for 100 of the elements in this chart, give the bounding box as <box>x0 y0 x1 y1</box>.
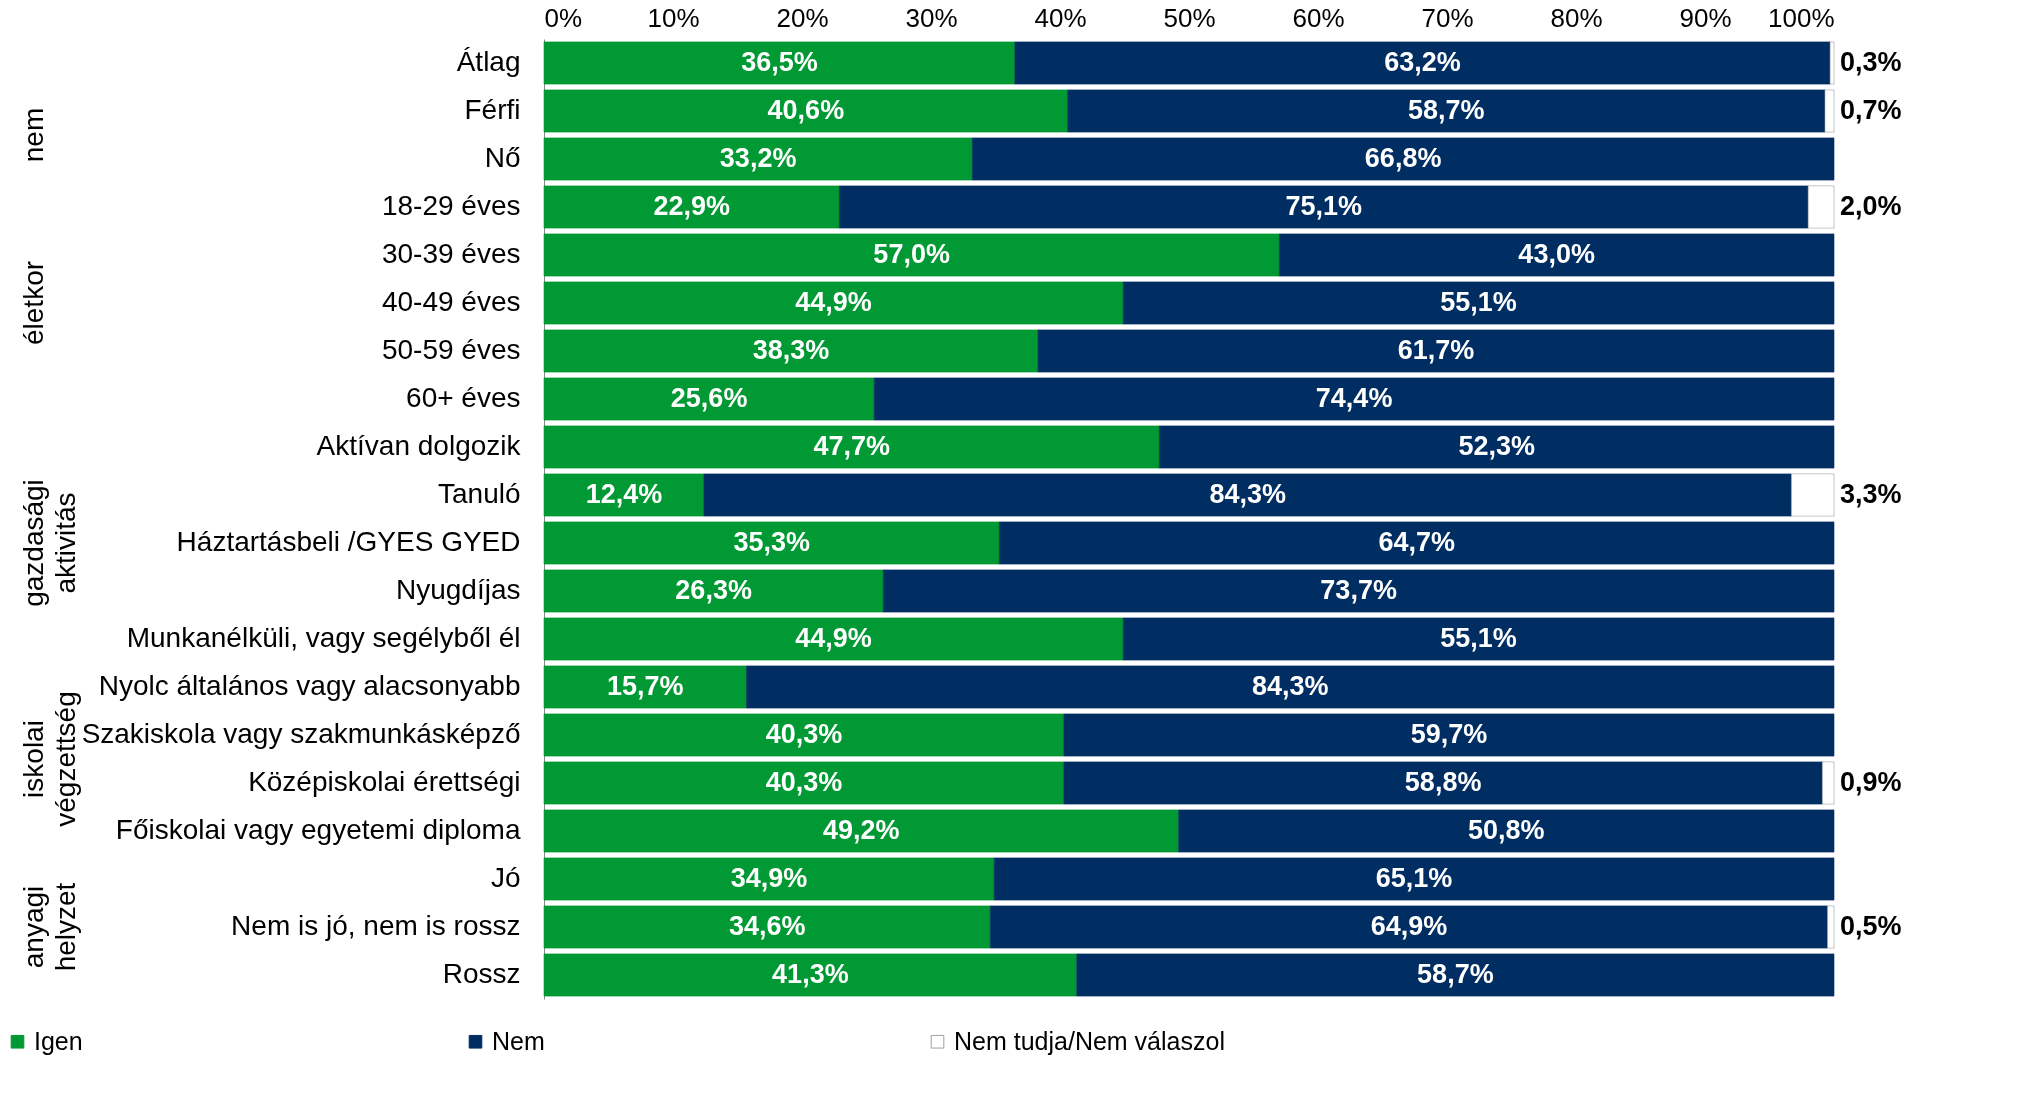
bar <box>543 425 1160 469</box>
x-tick-label: 100% <box>1768 2 1835 33</box>
data-label: 49,2% <box>823 815 900 845</box>
data-label: 36,5% <box>741 47 818 77</box>
data-label: 75,1% <box>1285 191 1363 221</box>
data-label: 25,6% <box>670 383 748 413</box>
data-label: 61,7% <box>1397 335 1475 365</box>
x-tick-label: 70% <box>1421 2 1474 33</box>
y-tick-label: Főiskolai vagy egyetemi diploma <box>115 814 521 845</box>
data-label: 44,9% <box>795 287 872 317</box>
y-tick-label: Nyugdíjas <box>395 574 521 605</box>
data-label: 12,4% <box>585 479 663 509</box>
bar <box>882 569 1835 613</box>
bar <box>1063 713 1835 757</box>
data-label: 64,7% <box>1378 527 1455 557</box>
bar <box>839 185 1809 229</box>
y-tick-label: Munkanélküli, vagy segélyből él <box>126 622 521 653</box>
data-label: 40,3% <box>765 719 843 749</box>
data-label: 52,3% <box>1458 431 1535 461</box>
bar <box>1063 761 1823 805</box>
bar <box>1829 41 1835 85</box>
data-label: 22,9% <box>653 191 730 221</box>
bar <box>1279 233 1835 277</box>
data-label: 58,7% <box>1417 959 1494 989</box>
bar <box>543 857 995 901</box>
bar <box>543 185 840 229</box>
x-tick-label: 10% <box>647 2 700 33</box>
y-tick-label: Nyolc általános vagy alacsonyabb <box>98 670 521 701</box>
bar <box>543 617 1124 661</box>
bar <box>543 41 1016 85</box>
data-label: 34,6% <box>728 911 806 941</box>
y-tick-label: Jó <box>490 862 521 893</box>
data-label: 44,9% <box>795 623 872 653</box>
bar <box>543 89 1069 133</box>
data-label: 57,0% <box>873 239 950 269</box>
data-label: 84,3% <box>1209 479 1286 509</box>
text: gazdasági aktivitás <box>18 479 81 607</box>
y-tick-label: Tanuló <box>437 478 521 509</box>
y-tick-label: Nő <box>484 142 521 173</box>
legend-label: Nem tudja/Nem válaszol <box>954 1026 1225 1055</box>
data-label: 3,3% <box>1840 479 1902 509</box>
bar <box>1122 617 1835 661</box>
data-label: 15,7% <box>606 671 684 701</box>
bar <box>1122 281 1835 325</box>
bar <box>543 137 973 181</box>
data-label: 65,1% <box>1375 863 1453 893</box>
bar <box>1824 89 1835 133</box>
bar <box>543 809 1179 853</box>
data-label: 59,7% <box>1410 719 1488 749</box>
text: anyagi helyzet <box>18 882 81 972</box>
bar <box>543 233 1280 277</box>
data-label: 50,8% <box>1468 815 1545 845</box>
bar <box>543 713 1065 757</box>
data-label: 55,1% <box>1440 287 1517 317</box>
bar <box>1037 329 1835 373</box>
data-label: 58,8% <box>1404 767 1482 797</box>
x-tick-label: 90% <box>1679 2 1732 33</box>
text: életkor <box>18 260 49 346</box>
data-label: 33,2% <box>719 143 797 173</box>
y-tick-label: Nem is jó, nem is rossz <box>231 910 521 941</box>
x-tick-label: 80% <box>1550 2 1603 33</box>
bar <box>1159 425 1835 469</box>
data-label: 38,3% <box>752 335 830 365</box>
x-tick-label: 20% <box>776 2 829 33</box>
y-tick-label: Átlag <box>456 46 521 77</box>
data-label: 64,9% <box>1370 911 1448 941</box>
y-tick-label: Középiskolai érettségi <box>248 766 521 797</box>
data-label: 34,9% <box>730 863 808 893</box>
bar <box>703 473 1792 517</box>
text: iskolai végzettség <box>18 691 81 827</box>
bar <box>543 665 747 709</box>
data-label: 63,2% <box>1384 47 1461 77</box>
bar <box>1827 905 1835 949</box>
bar <box>543 521 1000 565</box>
y-tick-label: 40-49 éves <box>381 286 521 317</box>
x-tick-label: 40% <box>1034 2 1087 33</box>
bar <box>543 905 991 949</box>
y-tick-label: 18-29 éves <box>381 190 521 221</box>
bar <box>993 857 1835 901</box>
data-label: 40,3% <box>765 767 843 797</box>
data-label: 84,3% <box>1251 671 1329 701</box>
bar <box>971 137 1835 181</box>
bar <box>1067 89 1826 133</box>
bar <box>873 377 1835 421</box>
bar <box>1807 185 1835 229</box>
bar <box>1178 809 1835 853</box>
bar <box>543 569 884 613</box>
bar <box>543 953 1078 997</box>
bar <box>543 329 1039 373</box>
data-label: 35,3% <box>733 527 810 557</box>
y-tick-label: Férfi <box>464 94 521 125</box>
legend-label: Nem <box>492 1026 545 1055</box>
bar <box>543 761 1065 805</box>
x-tick-label: 60% <box>1292 2 1345 33</box>
text: nem <box>18 107 49 163</box>
data-label: 66,8% <box>1364 143 1442 173</box>
data-label: 26,3% <box>675 575 752 605</box>
y-tick-label: Szakiskola vagy szakmunkásképző <box>81 718 521 749</box>
data-label: 41,3% <box>772 959 849 989</box>
data-label: 55,1% <box>1440 623 1517 653</box>
